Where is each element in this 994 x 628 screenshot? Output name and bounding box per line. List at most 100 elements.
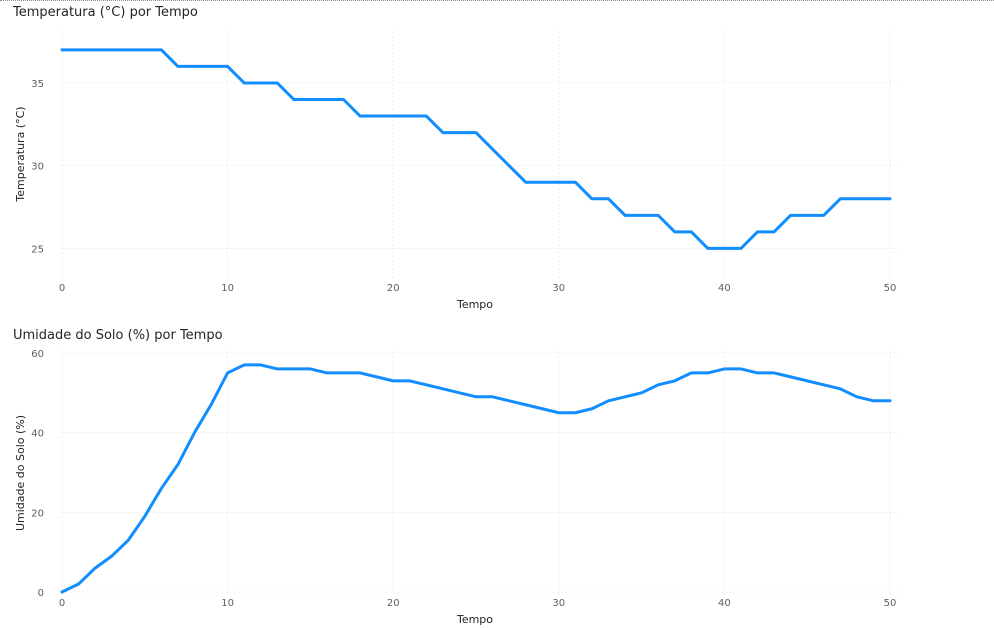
temperature-data-point	[193, 65, 196, 68]
soil-moisture-data-point	[524, 403, 527, 406]
temperature-data-point	[524, 181, 527, 184]
soil-moisture-data-point	[657, 383, 660, 386]
temperature-data-point	[110, 48, 113, 51]
soil-moisture-x-tick-label: 10	[221, 598, 234, 609]
soil-moisture-data-point	[458, 391, 461, 394]
temperature-data-point	[325, 98, 328, 101]
soil-moisture-data-point	[243, 363, 246, 366]
soil-moisture-data-point	[292, 367, 295, 370]
temperature-y-tick-label: 25	[31, 244, 44, 255]
temperature-data-point	[640, 214, 643, 217]
soil-moisture-data-point	[855, 395, 858, 398]
soil-moisture-data-point	[491, 395, 494, 398]
temperature-data-point	[127, 48, 130, 51]
temperature-data-point	[491, 148, 494, 151]
temperature-data-point	[408, 115, 411, 118]
temperature-data-point	[822, 214, 825, 217]
soil-moisture-gridlines	[61, 349, 900, 596]
soil-moisture-data-point	[127, 539, 130, 542]
temperature-data-point	[590, 197, 593, 200]
soil-moisture-data-point	[706, 371, 709, 374]
temperature-x-ticks: 0 10 20 30 40 50	[59, 283, 897, 294]
soil-moisture-data-point	[160, 487, 163, 490]
temperature-x-tick-label: 10	[221, 283, 234, 294]
soil-moisture-data-point	[673, 379, 676, 382]
temperature-data-point	[160, 48, 163, 51]
soil-moisture-data-point	[392, 379, 395, 382]
temperature-data-point	[557, 181, 560, 184]
soil-moisture-data-point	[342, 371, 345, 374]
soil-moisture-data-point	[756, 371, 759, 374]
temperature-x-tick-label: 0	[59, 283, 65, 294]
temperature-data-point	[624, 214, 627, 217]
temperature-data-point	[872, 197, 875, 200]
temperature-gridlines	[61, 28, 900, 278]
soil-moisture-data-point	[640, 391, 643, 394]
temperature-data-point	[607, 197, 610, 200]
temperature-data-point	[392, 115, 395, 118]
soil-moisture-x-tick-label: 50	[884, 598, 897, 609]
soil-moisture-y-tick-label: 0	[38, 588, 44, 599]
temperature-y-tick-label: 30	[31, 162, 44, 173]
temperature-data-point	[359, 115, 362, 118]
soil-moisture-data-point	[839, 387, 842, 390]
soil-moisture-data-point	[441, 387, 444, 390]
soil-moisture-x-tick-label: 0	[59, 598, 65, 609]
temperature-data-point	[425, 115, 428, 118]
temperature-chart-title: Temperatura (°C) por Tempo	[12, 5, 198, 20]
soil-moisture-y-ticks: 0 20 40 60	[31, 349, 44, 599]
soil-moisture-data-point	[425, 383, 428, 386]
soil-moisture-series-line	[60, 363, 892, 594]
temperature-data-point	[342, 98, 345, 101]
temperature-data-point	[789, 214, 792, 217]
temperature-data-point	[508, 164, 511, 167]
soil-moisture-data-point	[325, 371, 328, 374]
soil-moisture-x-ticks: 0 10 20 30 40 50	[59, 598, 897, 609]
temperature-data-point	[839, 197, 842, 200]
soil-moisture-x-tick-label: 20	[387, 598, 400, 609]
temperature-x-tick-label: 40	[718, 283, 731, 294]
soil-moisture-x-tick-label: 40	[718, 598, 731, 609]
temperature-data-point	[243, 81, 246, 84]
temperature-data-point	[210, 65, 213, 68]
soil-moisture-y-axis-title: Umidade do Solo (%)	[14, 415, 27, 531]
temperature-data-point	[806, 214, 809, 217]
soil-moisture-y-tick-label: 60	[31, 349, 44, 360]
temperature-data-point	[773, 230, 776, 233]
temperature-data-point	[690, 230, 693, 233]
temperature-x-axis-title: Tempo	[456, 298, 493, 311]
soil-moisture-data-point	[77, 583, 80, 586]
temperature-data-point	[226, 65, 229, 68]
soil-moisture-data-point	[193, 431, 196, 434]
temperature-data-point	[77, 48, 80, 51]
soil-moisture-data-point	[557, 411, 560, 414]
temperature-data-point	[706, 247, 709, 250]
soil-moisture-data-points	[61, 363, 892, 593]
temperature-y-axis-title: Temperatura (°C)	[14, 106, 27, 202]
soil-moisture-data-point	[408, 379, 411, 382]
soil-moisture-data-point	[210, 403, 213, 406]
temperature-data-point	[61, 48, 64, 51]
soil-moisture-data-point	[806, 379, 809, 382]
temperature-data-point	[458, 131, 461, 134]
temperature-data-point	[375, 115, 378, 118]
soil-moisture-data-point	[110, 555, 113, 558]
soil-moisture-data-point	[276, 367, 279, 370]
soil-moisture-data-point	[176, 463, 179, 466]
temperature-data-point	[723, 247, 726, 250]
temperature-data-point	[441, 131, 444, 134]
soil-moisture-data-point	[309, 367, 312, 370]
soil-moisture-data-point	[475, 395, 478, 398]
soil-moisture-data-point	[773, 371, 776, 374]
soil-moisture-chart: Umidade do Solo (%) por Tempo 0 20 40 60 0 1…	[13, 328, 900, 626]
temperature-data-point	[889, 197, 892, 200]
soil-moisture-data-point	[61, 591, 64, 594]
temperature-x-tick-label: 30	[552, 283, 565, 294]
soil-moisture-data-point	[690, 371, 693, 374]
report-top-border	[0, 0, 994, 1]
soil-moisture-data-point	[259, 363, 262, 366]
soil-moisture-data-point	[624, 395, 627, 398]
soil-moisture-data-point	[574, 411, 577, 414]
soil-moisture-y-tick-label: 20	[31, 508, 44, 519]
temperature-data-point	[259, 81, 262, 84]
